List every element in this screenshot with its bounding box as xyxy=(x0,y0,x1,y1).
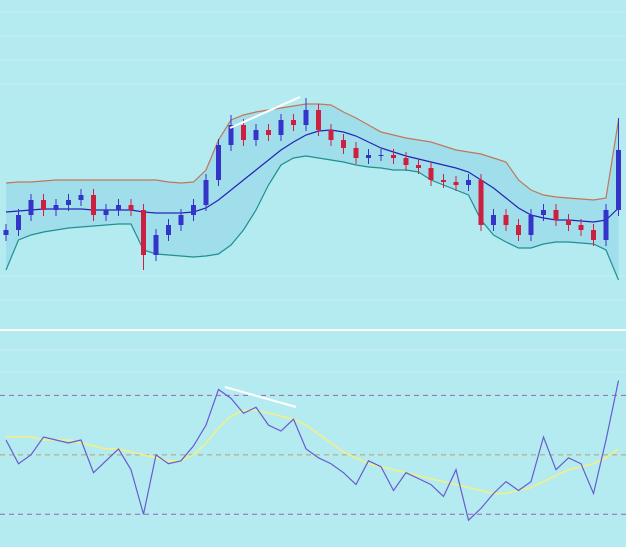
candle-body xyxy=(116,205,121,210)
candle-body xyxy=(228,125,234,145)
candle-body xyxy=(178,215,184,225)
faint-grid xyxy=(0,11,626,373)
candle-body xyxy=(366,155,371,158)
candle-body xyxy=(503,215,509,225)
band-line xyxy=(5,103,620,201)
candle-body xyxy=(553,210,559,220)
candle-body xyxy=(216,145,221,180)
candle-body xyxy=(191,205,196,215)
candle-body xyxy=(403,158,409,165)
candle-body xyxy=(453,182,459,185)
band-fill xyxy=(6,104,619,280)
candle-body xyxy=(153,235,159,255)
candle-body xyxy=(566,220,571,225)
candle-body xyxy=(278,120,284,135)
candle-body xyxy=(78,195,84,200)
candle-body xyxy=(416,165,421,168)
candle-body xyxy=(578,225,584,230)
candle-body xyxy=(391,155,396,158)
candle-body xyxy=(91,195,96,215)
candle-body xyxy=(428,168,434,180)
candle-body xyxy=(53,205,59,210)
price-pane xyxy=(3,98,621,281)
trend-line xyxy=(224,386,297,408)
candle-body xyxy=(591,230,596,240)
candle-body xyxy=(28,200,34,215)
candle-body xyxy=(103,210,109,215)
candle-body xyxy=(241,125,246,140)
candle-body xyxy=(253,130,259,140)
candle-body xyxy=(616,150,621,210)
candle-body xyxy=(478,180,484,225)
candle-body xyxy=(328,130,334,140)
rsi-line xyxy=(5,380,620,522)
candle-body xyxy=(353,148,359,158)
candle-body xyxy=(203,180,209,205)
candle-body xyxy=(528,215,534,235)
rsi-line xyxy=(6,409,619,495)
candle-body xyxy=(378,155,384,156)
candle-body xyxy=(3,230,9,235)
candle-body xyxy=(166,225,171,235)
candle-body xyxy=(466,180,471,185)
candle-body xyxy=(441,180,446,182)
candle-body xyxy=(491,215,496,225)
rsi-pane xyxy=(0,380,626,522)
candle-body xyxy=(316,110,321,130)
band-line xyxy=(5,155,620,281)
candle-body xyxy=(41,200,46,210)
candle-body xyxy=(16,215,21,230)
candle-body xyxy=(66,200,71,205)
candle-body xyxy=(303,110,309,125)
candle-body xyxy=(141,210,146,255)
candle-body xyxy=(541,210,546,215)
candle-body xyxy=(266,130,271,135)
candle-body xyxy=(128,205,134,210)
trend-line xyxy=(229,96,301,129)
candle-body xyxy=(291,120,296,125)
candle-body xyxy=(603,210,609,240)
candle-body xyxy=(341,140,346,148)
candle-body xyxy=(516,225,521,235)
